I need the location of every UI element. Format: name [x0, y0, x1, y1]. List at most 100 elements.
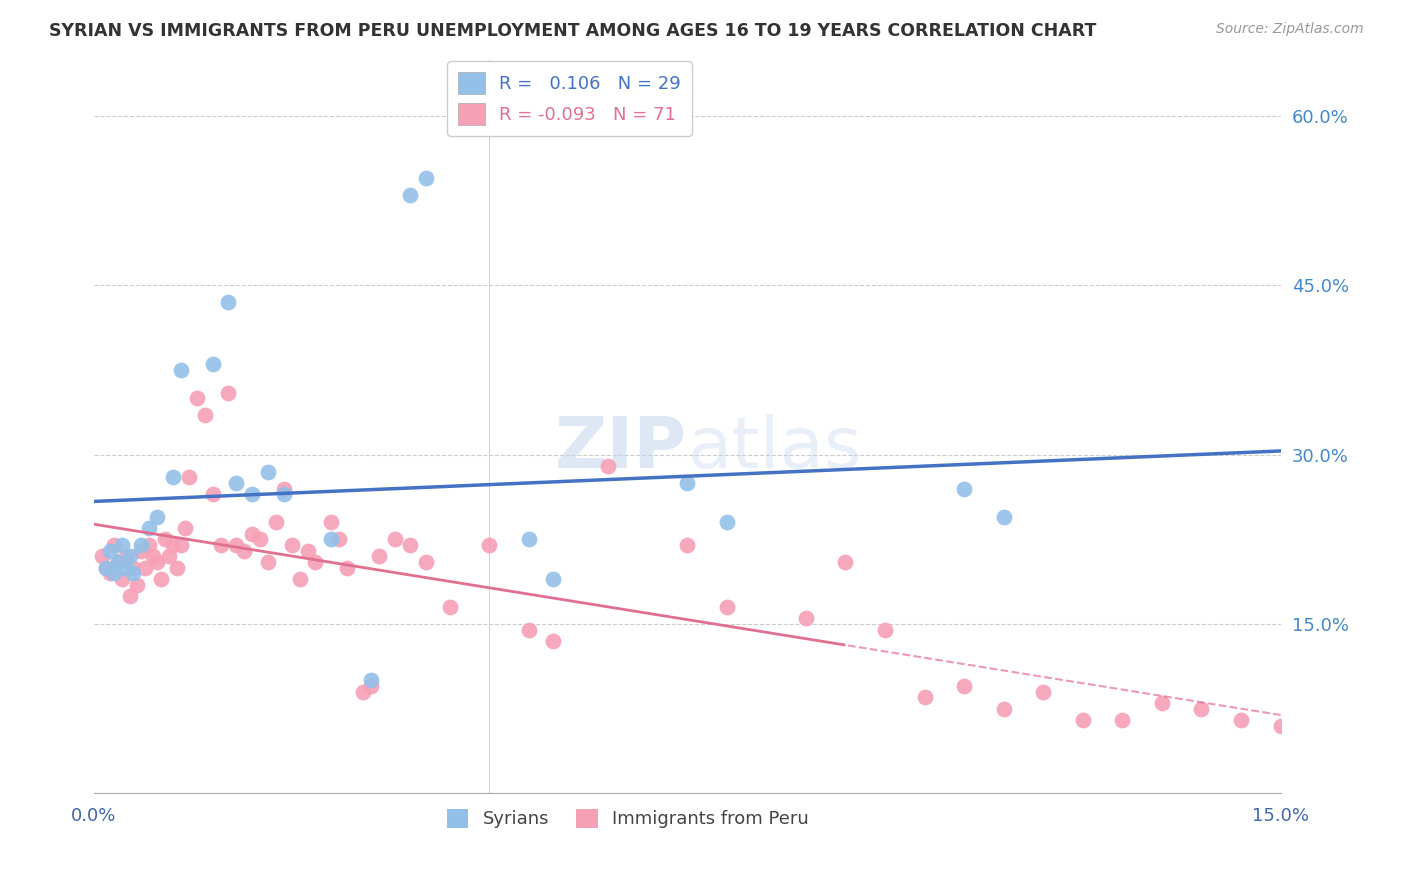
Point: [1388, 724, 1406, 739]
Text: SYRIAN VS IMMIGRANTS FROM PERU UNEMPLOYMENT AMONG AGES 16 TO 19 YEARS CORRELATIO: SYRIAN VS IMMIGRANTS FROM PERU UNEMPLOYM…: [49, 22, 1097, 40]
Point: [186, 391, 208, 405]
Point: [217, 385, 239, 400]
Point: [360, 673, 382, 688]
Point: [138, 538, 160, 552]
Point: [131, 538, 153, 552]
Point: [517, 533, 540, 547]
Point: [415, 171, 437, 186]
Point: [993, 701, 1015, 715]
Point: [153, 533, 176, 547]
Point: [1348, 730, 1371, 744]
Point: [352, 685, 374, 699]
Point: [914, 690, 936, 705]
Point: [297, 543, 319, 558]
Point: [1309, 724, 1331, 739]
Point: [166, 560, 188, 574]
Point: [127, 577, 149, 591]
Point: [517, 623, 540, 637]
Point: [107, 555, 129, 569]
Point: [1032, 685, 1054, 699]
Point: [249, 533, 271, 547]
Point: [367, 549, 389, 564]
Point: [257, 465, 280, 479]
Point: [716, 600, 738, 615]
Point: [94, 560, 117, 574]
Point: [399, 188, 422, 202]
Point: [225, 475, 247, 490]
Point: [122, 560, 145, 574]
Point: [953, 679, 976, 693]
Point: [257, 555, 280, 569]
Point: [415, 555, 437, 569]
Point: [118, 589, 141, 603]
Point: [217, 295, 239, 310]
Legend: Syrians, Immigrants from Peru: Syrians, Immigrants from Peru: [440, 802, 817, 836]
Point: [240, 526, 263, 541]
Point: [953, 482, 976, 496]
Point: [209, 538, 232, 552]
Point: [598, 458, 620, 473]
Point: [328, 533, 350, 547]
Point: [321, 533, 343, 547]
Point: [873, 623, 896, 637]
Point: [142, 549, 165, 564]
Point: [233, 543, 256, 558]
Point: [177, 470, 200, 484]
Point: [273, 482, 295, 496]
Text: atlas: atlas: [688, 414, 862, 483]
Point: [131, 543, 153, 558]
Point: [174, 521, 197, 535]
Point: [240, 487, 263, 501]
Point: [834, 555, 856, 569]
Point: [157, 549, 180, 564]
Point: [993, 509, 1015, 524]
Point: [1230, 713, 1253, 727]
Point: [399, 538, 422, 552]
Point: [170, 538, 193, 552]
Point: [146, 509, 169, 524]
Point: [90, 549, 112, 564]
Point: [103, 566, 125, 581]
Point: [716, 516, 738, 530]
Point: [134, 560, 156, 574]
Point: [264, 516, 287, 530]
Text: ZIP: ZIP: [555, 414, 688, 483]
Point: [110, 538, 132, 552]
Point: [1270, 718, 1292, 732]
Point: [201, 487, 224, 501]
Point: [225, 538, 247, 552]
Point: [384, 533, 406, 547]
Point: [439, 600, 461, 615]
Point: [94, 560, 117, 574]
Point: [107, 555, 129, 569]
Point: [541, 634, 564, 648]
Point: [114, 560, 136, 574]
Point: [336, 560, 359, 574]
Point: [103, 538, 125, 552]
Point: [676, 538, 699, 552]
Point: [304, 555, 326, 569]
Point: [1111, 713, 1133, 727]
Point: [170, 363, 193, 377]
Point: [98, 543, 121, 558]
Text: Source: ZipAtlas.com: Source: ZipAtlas.com: [1216, 22, 1364, 37]
Point: [1191, 701, 1213, 715]
Point: [98, 566, 121, 581]
Point: [541, 572, 564, 586]
Point: [321, 516, 343, 530]
Point: [162, 470, 184, 484]
Point: [138, 521, 160, 535]
Point: [478, 538, 501, 552]
Point: [360, 679, 382, 693]
Point: [794, 611, 817, 625]
Point: [288, 572, 311, 586]
Point: [1150, 696, 1173, 710]
Point: [273, 487, 295, 501]
Point: [114, 549, 136, 564]
Point: [122, 566, 145, 581]
Point: [150, 572, 173, 586]
Point: [146, 555, 169, 569]
Point: [201, 358, 224, 372]
Point: [194, 408, 217, 422]
Point: [1071, 713, 1094, 727]
